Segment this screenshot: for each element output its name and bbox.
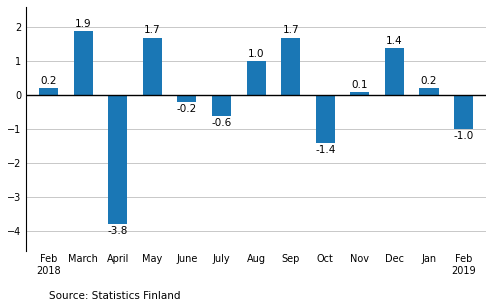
Bar (385, 48, 404, 95)
Text: -1.0: -1.0 (454, 131, 474, 141)
Text: -0.2: -0.2 (177, 104, 197, 114)
Bar (108, 95, 127, 224)
Text: 1.0: 1.0 (248, 49, 264, 59)
Bar (143, 37, 162, 95)
Bar (246, 61, 266, 95)
Bar (177, 95, 197, 102)
Bar (316, 95, 335, 143)
Bar (39, 88, 58, 95)
Text: -0.6: -0.6 (211, 118, 232, 128)
Text: 1.7: 1.7 (282, 26, 299, 36)
Text: Source: Statistics Finland: Source: Statistics Finland (49, 291, 181, 301)
Bar (420, 88, 438, 95)
Text: -1.4: -1.4 (315, 145, 335, 155)
Bar (454, 95, 473, 129)
Bar (212, 95, 231, 116)
Text: 1.9: 1.9 (75, 19, 92, 29)
Bar (281, 37, 300, 95)
Bar (74, 31, 93, 95)
Text: 1.7: 1.7 (144, 26, 161, 36)
Text: 0.1: 0.1 (352, 80, 368, 90)
Text: -3.8: -3.8 (107, 226, 128, 236)
Text: 1.4: 1.4 (386, 36, 403, 46)
Bar (351, 92, 369, 95)
Text: 0.2: 0.2 (421, 76, 437, 86)
Text: 0.2: 0.2 (40, 76, 57, 86)
